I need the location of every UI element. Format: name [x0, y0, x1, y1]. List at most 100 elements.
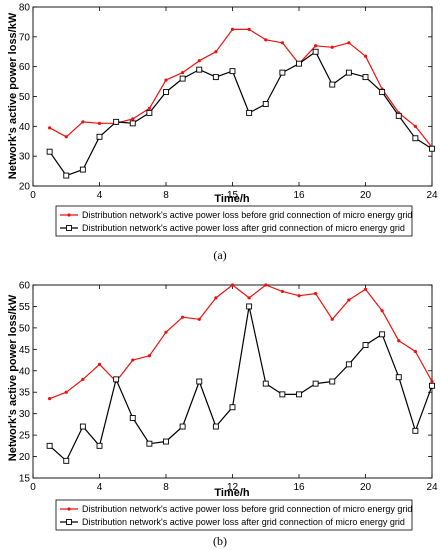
ytick-label-b: 45: [19, 345, 31, 356]
data-point-b-0: [430, 379, 434, 384]
xtick-label-b: 8: [163, 482, 169, 493]
data-point-b-1: [362, 342, 369, 348]
data-point-a-0: [347, 41, 351, 45]
data-point-b-1: [196, 378, 203, 385]
data-point-a-1: [146, 109, 153, 116]
xtick-label-b: 4: [97, 482, 103, 493]
data-point-b-1: [279, 391, 286, 398]
legend-b-marker-0: [67, 507, 71, 511]
data-point-a-0: [147, 106, 151, 111]
data-point-b-0: [147, 354, 151, 358]
data-point-a-1: [329, 81, 336, 88]
data-point-a-0: [48, 126, 52, 130]
data-point-b-1: [262, 380, 269, 387]
data-point-b-0: [64, 390, 68, 394]
legend-box-b: [55, 499, 413, 531]
data-point-b-0: [280, 289, 284, 294]
data-point-a-1: [379, 89, 386, 95]
ytick-label-a: 30: [19, 152, 31, 163]
data-point-b-1: [395, 374, 402, 381]
panel-a: Network's active power loss/kW Time/h Di…: [7, 3, 438, 263]
data-point-b-0: [264, 283, 268, 287]
data-point-b-1: [163, 438, 169, 445]
legend-box-a: [55, 205, 413, 237]
data-point-a-1: [262, 101, 269, 107]
data-point-b-0: [247, 296, 251, 300]
ylabel-b: Network's active power loss/kW: [7, 294, 19, 461]
data-point-b-1: [296, 391, 302, 398]
data-point-a-1: [179, 75, 186, 82]
data-point-a-0: [164, 78, 168, 82]
data-point-b-0: [397, 339, 401, 343]
data-point-b-1: [329, 378, 336, 385]
data-point-a-1: [246, 109, 253, 116]
data-point-b-0: [347, 298, 351, 302]
data-point-b-1: [246, 303, 253, 310]
xlabel-b: Time/h: [214, 487, 250, 499]
data-point-b-1: [412, 427, 419, 434]
plot-area-b: [32, 284, 433, 479]
data-point-b-1: [129, 415, 136, 421]
ytick-label-a: 80: [19, 3, 31, 14]
legend-b-label-1: Distribution network's active power loss…: [82, 517, 405, 527]
data-point-b-0: [214, 296, 218, 300]
data-point-b-0: [330, 317, 334, 321]
data-point-b-0: [197, 317, 201, 321]
data-point-a-1: [345, 69, 352, 76]
data-point-b-0: [230, 283, 235, 287]
ytick-label-a: 20: [19, 182, 31, 193]
data-point-a-0: [64, 135, 68, 139]
plot-area-a: [32, 6, 433, 187]
ytick-label-a: 60: [19, 62, 31, 73]
xtick-label-a: 0: [30, 190, 36, 201]
data-point-a-1: [296, 60, 302, 67]
data-point-b-1: [429, 382, 435, 389]
data-point-b-1: [63, 457, 70, 464]
panel-b: Network's active power loss/kW Time/h Di…: [7, 281, 438, 549]
data-point-b-1: [212, 423, 219, 430]
data-point-a-1: [79, 166, 86, 173]
data-point-b-0: [413, 349, 417, 354]
data-point-b-1: [79, 423, 86, 430]
xtick-label-b: 0: [30, 482, 36, 493]
xlabel-a: Time/h: [214, 193, 250, 205]
data-point-a-0: [363, 54, 368, 58]
data-point-b-1: [229, 404, 236, 411]
ytick-label-a: 70: [19, 32, 31, 43]
data-point-a-0: [314, 44, 318, 48]
data-point-a-0: [81, 120, 85, 124]
ytick-label-a: 50: [19, 92, 31, 103]
legend-a-label-0: Distribution network's active power loss…: [82, 210, 412, 220]
data-point-a-1: [212, 74, 219, 81]
xtick-label-a: 8: [163, 190, 169, 201]
data-point-b-1: [312, 380, 319, 387]
data-point-b-0: [81, 377, 85, 381]
ytick-label-b: 60: [19, 281, 31, 292]
data-point-b-0: [380, 309, 384, 313]
data-point-a-1: [46, 148, 53, 155]
ytick-label-b: 15: [19, 474, 31, 485]
data-point-a-0: [97, 121, 102, 125]
caption-a: (a): [213, 248, 226, 262]
ytick-label-b: 35: [19, 388, 31, 399]
data-point-a-1: [412, 135, 419, 142]
legend-a-marker-1: [66, 225, 72, 231]
data-point-b-0: [181, 315, 185, 319]
data-point-b-0: [48, 397, 52, 401]
ytick-label-b: 30: [19, 409, 31, 420]
legend-b: Distribution network's active power loss…: [55, 499, 413, 531]
data-point-a-0: [280, 41, 284, 45]
data-point-b-1: [46, 442, 53, 449]
xtick-label-a: 24: [426, 190, 438, 201]
data-point-b-1: [146, 440, 153, 447]
data-point-a-1: [429, 145, 435, 152]
xtick-label-a: 4: [97, 190, 103, 201]
data-point-b-1: [113, 376, 120, 383]
ytick-label-b: 20: [19, 452, 31, 463]
data-point-a-1: [163, 89, 169, 95]
data-point-b-0: [297, 294, 301, 298]
data-point-a-0: [214, 50, 218, 54]
legend-a-label-1: Distribution network's active power loss…: [82, 223, 405, 233]
data-point-a-1: [229, 68, 236, 75]
